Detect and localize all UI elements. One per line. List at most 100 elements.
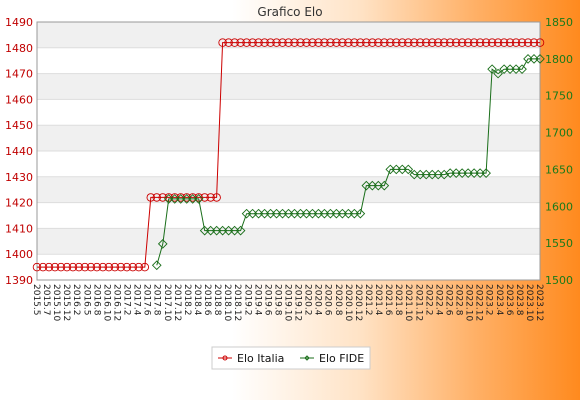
x-tick-group: 2019.6 xyxy=(262,284,272,316)
y-right-tick-label: 1550 xyxy=(545,237,573,250)
x-tick-group: 2020.10 xyxy=(343,284,353,321)
x-tick-label: 2018.12 xyxy=(232,284,242,321)
x-tick-label: 2017.10 xyxy=(162,284,172,321)
y-right-tick-label: 1800 xyxy=(545,53,573,66)
x-tick-group: 2017.10 xyxy=(162,284,172,321)
elo-italia-point xyxy=(374,38,383,47)
x-tick-group: 2022.8 xyxy=(454,284,464,316)
y-left-tick-label: 1480 xyxy=(5,42,33,55)
x-tick-label: 2022.6 xyxy=(443,284,453,316)
x-tick-label: 2023.12 xyxy=(534,284,544,321)
y-right-tick-label: 1750 xyxy=(545,90,573,103)
y-right-tick-label: 1500 xyxy=(545,274,573,287)
elo-italia-point xyxy=(535,38,545,47)
elo-italia-point xyxy=(266,38,275,47)
elo-italia-point xyxy=(74,262,84,272)
x-tick-group: 2017.4 xyxy=(132,284,142,316)
x-tick-label: 2016.2 xyxy=(71,284,81,316)
x-tick-label: 2021.10 xyxy=(403,284,413,321)
x-tick-label: 2020.4 xyxy=(313,284,323,316)
elo-italia-point xyxy=(230,38,239,47)
elo-italia-point xyxy=(44,262,54,272)
x-tick-label: 2016.8 xyxy=(91,284,101,316)
x-tick-label: 2023.8 xyxy=(514,284,524,316)
elo-italia-point xyxy=(433,38,443,47)
x-tick-group: 2021.6 xyxy=(383,284,393,316)
x-tick-label: 2020.6 xyxy=(323,284,333,316)
x-tick-label: 2023.4 xyxy=(494,284,504,316)
elo-fide-point xyxy=(517,64,527,75)
x-tick-group: 2018.6 xyxy=(202,284,212,316)
x-tick-group: 2019.12 xyxy=(293,284,303,321)
elo-italia-point xyxy=(350,38,359,47)
x-tick-group: 2023.4 xyxy=(494,284,504,316)
elo-italia-point xyxy=(380,38,389,47)
x-tick-group: 2020.2 xyxy=(303,284,313,316)
x-tick-label: 2021.8 xyxy=(393,284,403,316)
elo-italia-point xyxy=(92,262,102,272)
y-left-tick-label: 1410 xyxy=(5,222,33,235)
x-tick-group: 2016.2 xyxy=(71,284,81,316)
elo-italia-point xyxy=(463,38,473,47)
x-tick-group: 2017.2 xyxy=(122,284,132,316)
elo-italia-point xyxy=(122,262,132,272)
x-tick-label: 2018.2 xyxy=(182,284,192,316)
x-tick-label: 2017.8 xyxy=(152,284,162,316)
x-tick-group: 2016.8 xyxy=(91,284,101,316)
x-tick-group: 2018.12 xyxy=(232,284,242,321)
x-tick-group: 2022.6 xyxy=(443,284,453,316)
legend-box xyxy=(211,346,371,370)
x-tick-label: 2017.4 xyxy=(132,284,142,316)
x-tick-group: 2021.4 xyxy=(373,284,383,316)
x-tick-group: 2018.4 xyxy=(192,284,202,316)
x-tick-group: 2016.5 xyxy=(81,284,91,316)
elo-fide-point xyxy=(487,64,497,75)
x-tick-group: 2018.8 xyxy=(212,284,222,316)
elo-fide-point xyxy=(355,208,366,219)
x-tick-group: 2022.4 xyxy=(433,284,443,316)
elo-fide-point xyxy=(481,168,491,178)
elo-italia-point xyxy=(32,262,42,272)
x-tick-label: 2015.10 xyxy=(51,284,61,321)
elo-italia-point xyxy=(248,38,257,47)
elo-italia-point xyxy=(481,38,491,47)
elo-italia-point xyxy=(50,262,60,272)
elo-italia-point xyxy=(368,38,377,47)
elo-italia-point xyxy=(110,262,120,272)
x-tick-group: 2021.12 xyxy=(413,284,423,321)
x-tick-label: 2016.12 xyxy=(111,284,121,321)
x-tick-label: 2023.10 xyxy=(524,284,534,321)
elo-italia-point xyxy=(517,38,527,47)
grid-band xyxy=(37,125,540,151)
x-tick-group: 2018.10 xyxy=(222,284,232,321)
x-tick-label: 2021.12 xyxy=(413,284,423,321)
elo-italia-point xyxy=(278,38,287,47)
legend-marker-elo-fide xyxy=(304,355,310,361)
grid-band xyxy=(37,176,540,203)
chart-title: Grafico Elo xyxy=(257,5,322,19)
elo-fide-point xyxy=(151,260,162,271)
x-tick-group: 2015.7 xyxy=(41,284,51,316)
x-tick-group: 2020.6 xyxy=(323,284,333,316)
plot-border xyxy=(36,21,541,281)
x-tick-group: 2023.6 xyxy=(504,284,514,316)
x-tick-label: 2018.8 xyxy=(212,284,222,316)
elo-italia-point xyxy=(451,38,461,47)
grid-band xyxy=(37,228,540,255)
x-tick-group: 2017.12 xyxy=(172,284,182,321)
elo-italia-point xyxy=(475,38,485,47)
x-tick-group: 2021.2 xyxy=(363,284,373,316)
x-tick-label: 2020.8 xyxy=(333,284,343,316)
elo-italia-point xyxy=(104,262,114,272)
x-tick-label: 2017.2 xyxy=(122,284,132,316)
elo-italia-point xyxy=(296,38,305,47)
x-tick-label: 2021.4 xyxy=(373,284,383,316)
elo-fide-point xyxy=(235,225,246,236)
legend-label-elo-fide: Elo FIDE xyxy=(319,352,364,365)
elo-italia-point xyxy=(260,38,269,47)
x-tick-group: 2019.2 xyxy=(242,284,252,316)
x-tick-group: 2020.8 xyxy=(333,284,343,316)
elo-italia-point xyxy=(386,38,395,47)
x-tick-group: 2016.12 xyxy=(111,284,121,321)
elo-italia-point xyxy=(344,38,353,47)
